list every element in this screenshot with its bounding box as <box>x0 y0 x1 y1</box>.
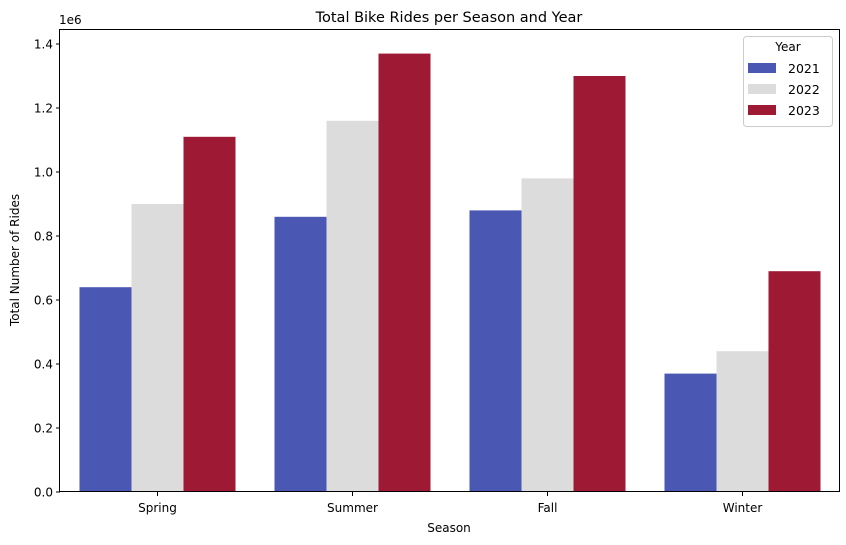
bar-2023-fall <box>573 76 626 492</box>
bar-2022-winter <box>716 351 769 492</box>
bar-2021-winter <box>664 373 717 492</box>
y-tick-label: 0.8 <box>34 230 53 244</box>
bar-2021-summer <box>274 216 327 493</box>
bars-layer <box>79 53 821 493</box>
legend-swatch-2021 <box>748 63 776 73</box>
bar-2022-fall <box>521 178 574 492</box>
y-tick-label: 1.4 <box>34 38 53 52</box>
x-tick-label: Summer <box>327 501 378 515</box>
bar-2022-spring <box>131 204 184 492</box>
legend-label-2021: 2021 <box>788 61 820 76</box>
bar-2023-spring <box>183 136 236 493</box>
y-tick-label: 0.0 <box>34 486 53 500</box>
y-tick-label: 1.2 <box>34 102 53 116</box>
x-axis: Spring Summer Fall Winter <box>138 492 762 515</box>
y-axis-label: Total Number of Rides <box>8 194 22 327</box>
chart-title: Total Bike Rides per Season and Year <box>315 10 583 26</box>
x-axis-label: Season <box>427 521 471 535</box>
legend-box <box>743 36 833 127</box>
legend-swatch-2023 <box>748 105 776 115</box>
y-scale-label: 1e6 <box>59 13 82 27</box>
legend-label-2022: 2022 <box>788 82 820 97</box>
y-tick-label: 0.2 <box>34 422 53 436</box>
y-tick-label: 1.0 <box>34 166 53 180</box>
legend-label-2023: 2023 <box>788 103 820 118</box>
x-tick-label: Spring <box>138 501 177 515</box>
bar-2023-summer <box>378 53 431 492</box>
bar-2022-summer <box>326 120 379 493</box>
legend-title: Year <box>774 40 800 54</box>
bar-2023-winter <box>768 271 821 492</box>
legend: Year 2021 2022 2023 <box>743 36 833 127</box>
bar-2021-spring <box>79 287 132 492</box>
x-tick-label: Winter <box>723 501 763 515</box>
x-tick-label: Fall <box>538 501 558 515</box>
y-axis: 0.0 0.2 0.4 0.6 0.8 1.0 1.2 1.4 <box>34 38 60 500</box>
y-tick-label: 0.6 <box>34 294 53 308</box>
plot-frame <box>59 29 840 492</box>
y-tick-label: 0.4 <box>34 358 53 372</box>
bar-2021-fall <box>469 210 522 492</box>
legend-swatch-2022 <box>748 84 776 94</box>
